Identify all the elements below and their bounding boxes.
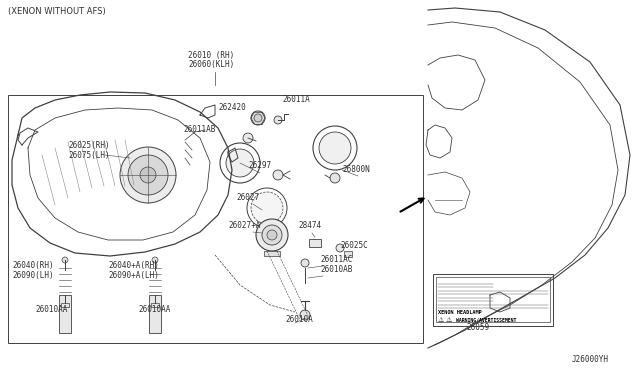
Circle shape (226, 149, 254, 177)
Circle shape (254, 114, 262, 122)
Bar (433, 274, 553, 326)
Bar (344, 251, 352, 257)
Text: XENON HEADLAMP: XENON HEADLAMP (438, 310, 482, 315)
Text: 26297: 26297 (248, 161, 271, 170)
Text: 26025(RH): 26025(RH) (68, 141, 109, 150)
Bar (436, 277, 550, 322)
Text: 28474: 28474 (298, 221, 321, 230)
Text: 262420: 262420 (218, 103, 246, 112)
Text: 26011AB: 26011AB (183, 125, 216, 134)
Text: 26010AB: 26010AB (320, 265, 353, 274)
Circle shape (140, 167, 156, 183)
Text: 26040+A(RH): 26040+A(RH) (108, 261, 159, 270)
Text: 26011A: 26011A (282, 95, 310, 104)
Bar (149, 295, 161, 333)
Circle shape (330, 173, 340, 183)
Text: 26011AC: 26011AC (320, 255, 353, 264)
Circle shape (267, 230, 277, 240)
Circle shape (301, 259, 309, 267)
Circle shape (256, 219, 288, 251)
Circle shape (120, 147, 176, 203)
Text: WARNING/AVERTISSEMENT: WARNING/AVERTISSEMENT (456, 317, 516, 322)
Text: 26010 (RH): 26010 (RH) (188, 51, 234, 60)
Text: (XENON WITHOUT AFS): (XENON WITHOUT AFS) (8, 7, 106, 16)
Bar (151, 303, 159, 307)
Bar (8, 95, 423, 343)
Text: ⚠: ⚠ (438, 317, 444, 323)
Text: 26075(LH): 26075(LH) (68, 151, 109, 160)
Text: 26027: 26027 (236, 193, 259, 202)
Text: 26010AA: 26010AA (138, 305, 170, 314)
Circle shape (62, 257, 68, 263)
Circle shape (273, 170, 283, 180)
Circle shape (300, 310, 310, 320)
Text: 26800N: 26800N (342, 165, 370, 174)
Text: 26025C: 26025C (340, 241, 368, 250)
Circle shape (128, 155, 168, 195)
Circle shape (262, 225, 282, 245)
Circle shape (336, 244, 344, 252)
Bar (264, 251, 280, 256)
Bar (59, 295, 71, 333)
Bar (309, 239, 321, 247)
Circle shape (251, 111, 265, 125)
Text: ⚠: ⚠ (446, 317, 452, 323)
Text: 26059: 26059 (466, 323, 489, 332)
Text: 26090(LH): 26090(LH) (12, 271, 54, 280)
Circle shape (319, 132, 351, 164)
Text: J26000YH: J26000YH (572, 355, 609, 364)
Text: 26060(KLH): 26060(KLH) (188, 60, 234, 69)
Text: 26010A: 26010A (285, 315, 313, 324)
Bar (61, 303, 69, 307)
Text: 26090+A(LH): 26090+A(LH) (108, 271, 159, 280)
Text: 26027+A: 26027+A (228, 221, 260, 230)
Circle shape (274, 116, 282, 124)
Circle shape (243, 133, 253, 143)
Text: 26040(RH): 26040(RH) (12, 261, 54, 270)
Text: 26010AA: 26010AA (35, 305, 67, 314)
Circle shape (251, 192, 283, 224)
Circle shape (152, 257, 158, 263)
